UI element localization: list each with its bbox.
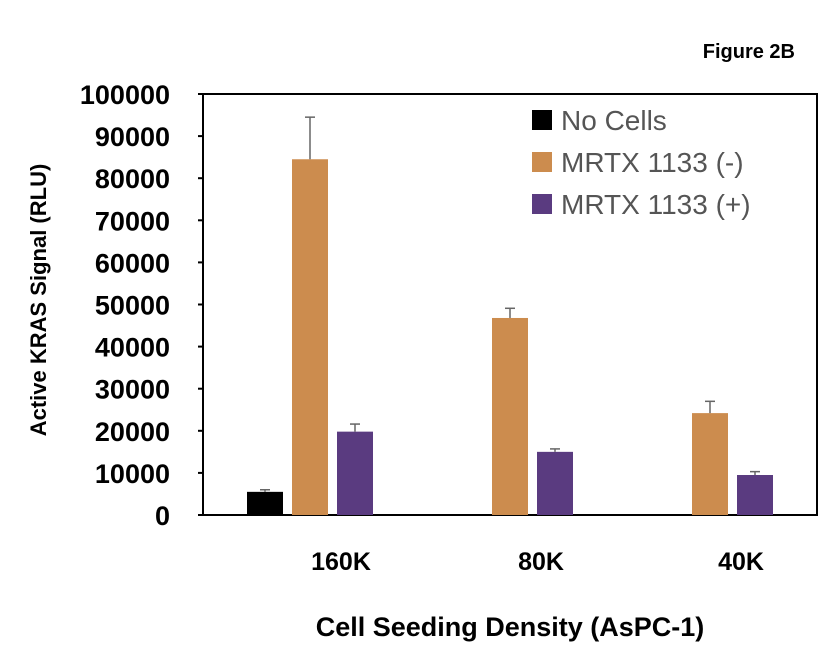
legend-swatch bbox=[532, 152, 552, 172]
legend-swatch bbox=[532, 110, 552, 130]
bar bbox=[337, 431, 373, 515]
bar bbox=[692, 413, 728, 515]
x-axis-title: Cell Seeding Density (AsPC-1) bbox=[316, 612, 705, 642]
y-tick-label: 60000 bbox=[95, 248, 170, 278]
y-tick-label: 0 bbox=[155, 501, 170, 531]
legend-label: No Cells bbox=[561, 105, 667, 136]
figure-label: Figure 2B bbox=[703, 41, 795, 63]
y-axis-title: Active KRAS Signal (RLU) bbox=[26, 164, 51, 437]
x-tick-label: 80K bbox=[518, 548, 564, 576]
bar bbox=[292, 159, 328, 515]
legend-label: MRTX 1133 (-) bbox=[561, 147, 744, 178]
legend-swatch bbox=[532, 194, 552, 214]
legend: No Cells MRTX 1133 (-) MRTX 1133 (+) bbox=[532, 105, 751, 220]
y-tick-label: 100000 bbox=[80, 80, 170, 110]
y-tick-label: 30000 bbox=[95, 375, 170, 405]
x-tick-label: 160K bbox=[311, 548, 371, 576]
bar bbox=[247, 491, 283, 515]
bar bbox=[492, 317, 528, 515]
bar bbox=[737, 475, 773, 515]
y-tick-label: 40000 bbox=[95, 333, 170, 363]
y-tick-label: 80000 bbox=[95, 164, 170, 194]
y-tick-label: 50000 bbox=[95, 291, 170, 321]
legend-label: MRTX 1133 (+) bbox=[561, 189, 751, 220]
y-tick-label: 90000 bbox=[95, 122, 170, 152]
y-tick-label: 10000 bbox=[95, 459, 170, 489]
y-tick-label: 20000 bbox=[95, 417, 170, 447]
bar bbox=[537, 451, 573, 515]
y-tick-label: 70000 bbox=[95, 206, 170, 236]
plot-area: 0 10000 20000 30000 40000 50000 60000 70000 8000… bbox=[80, 80, 818, 576]
x-tick-label: 40K bbox=[718, 548, 764, 576]
